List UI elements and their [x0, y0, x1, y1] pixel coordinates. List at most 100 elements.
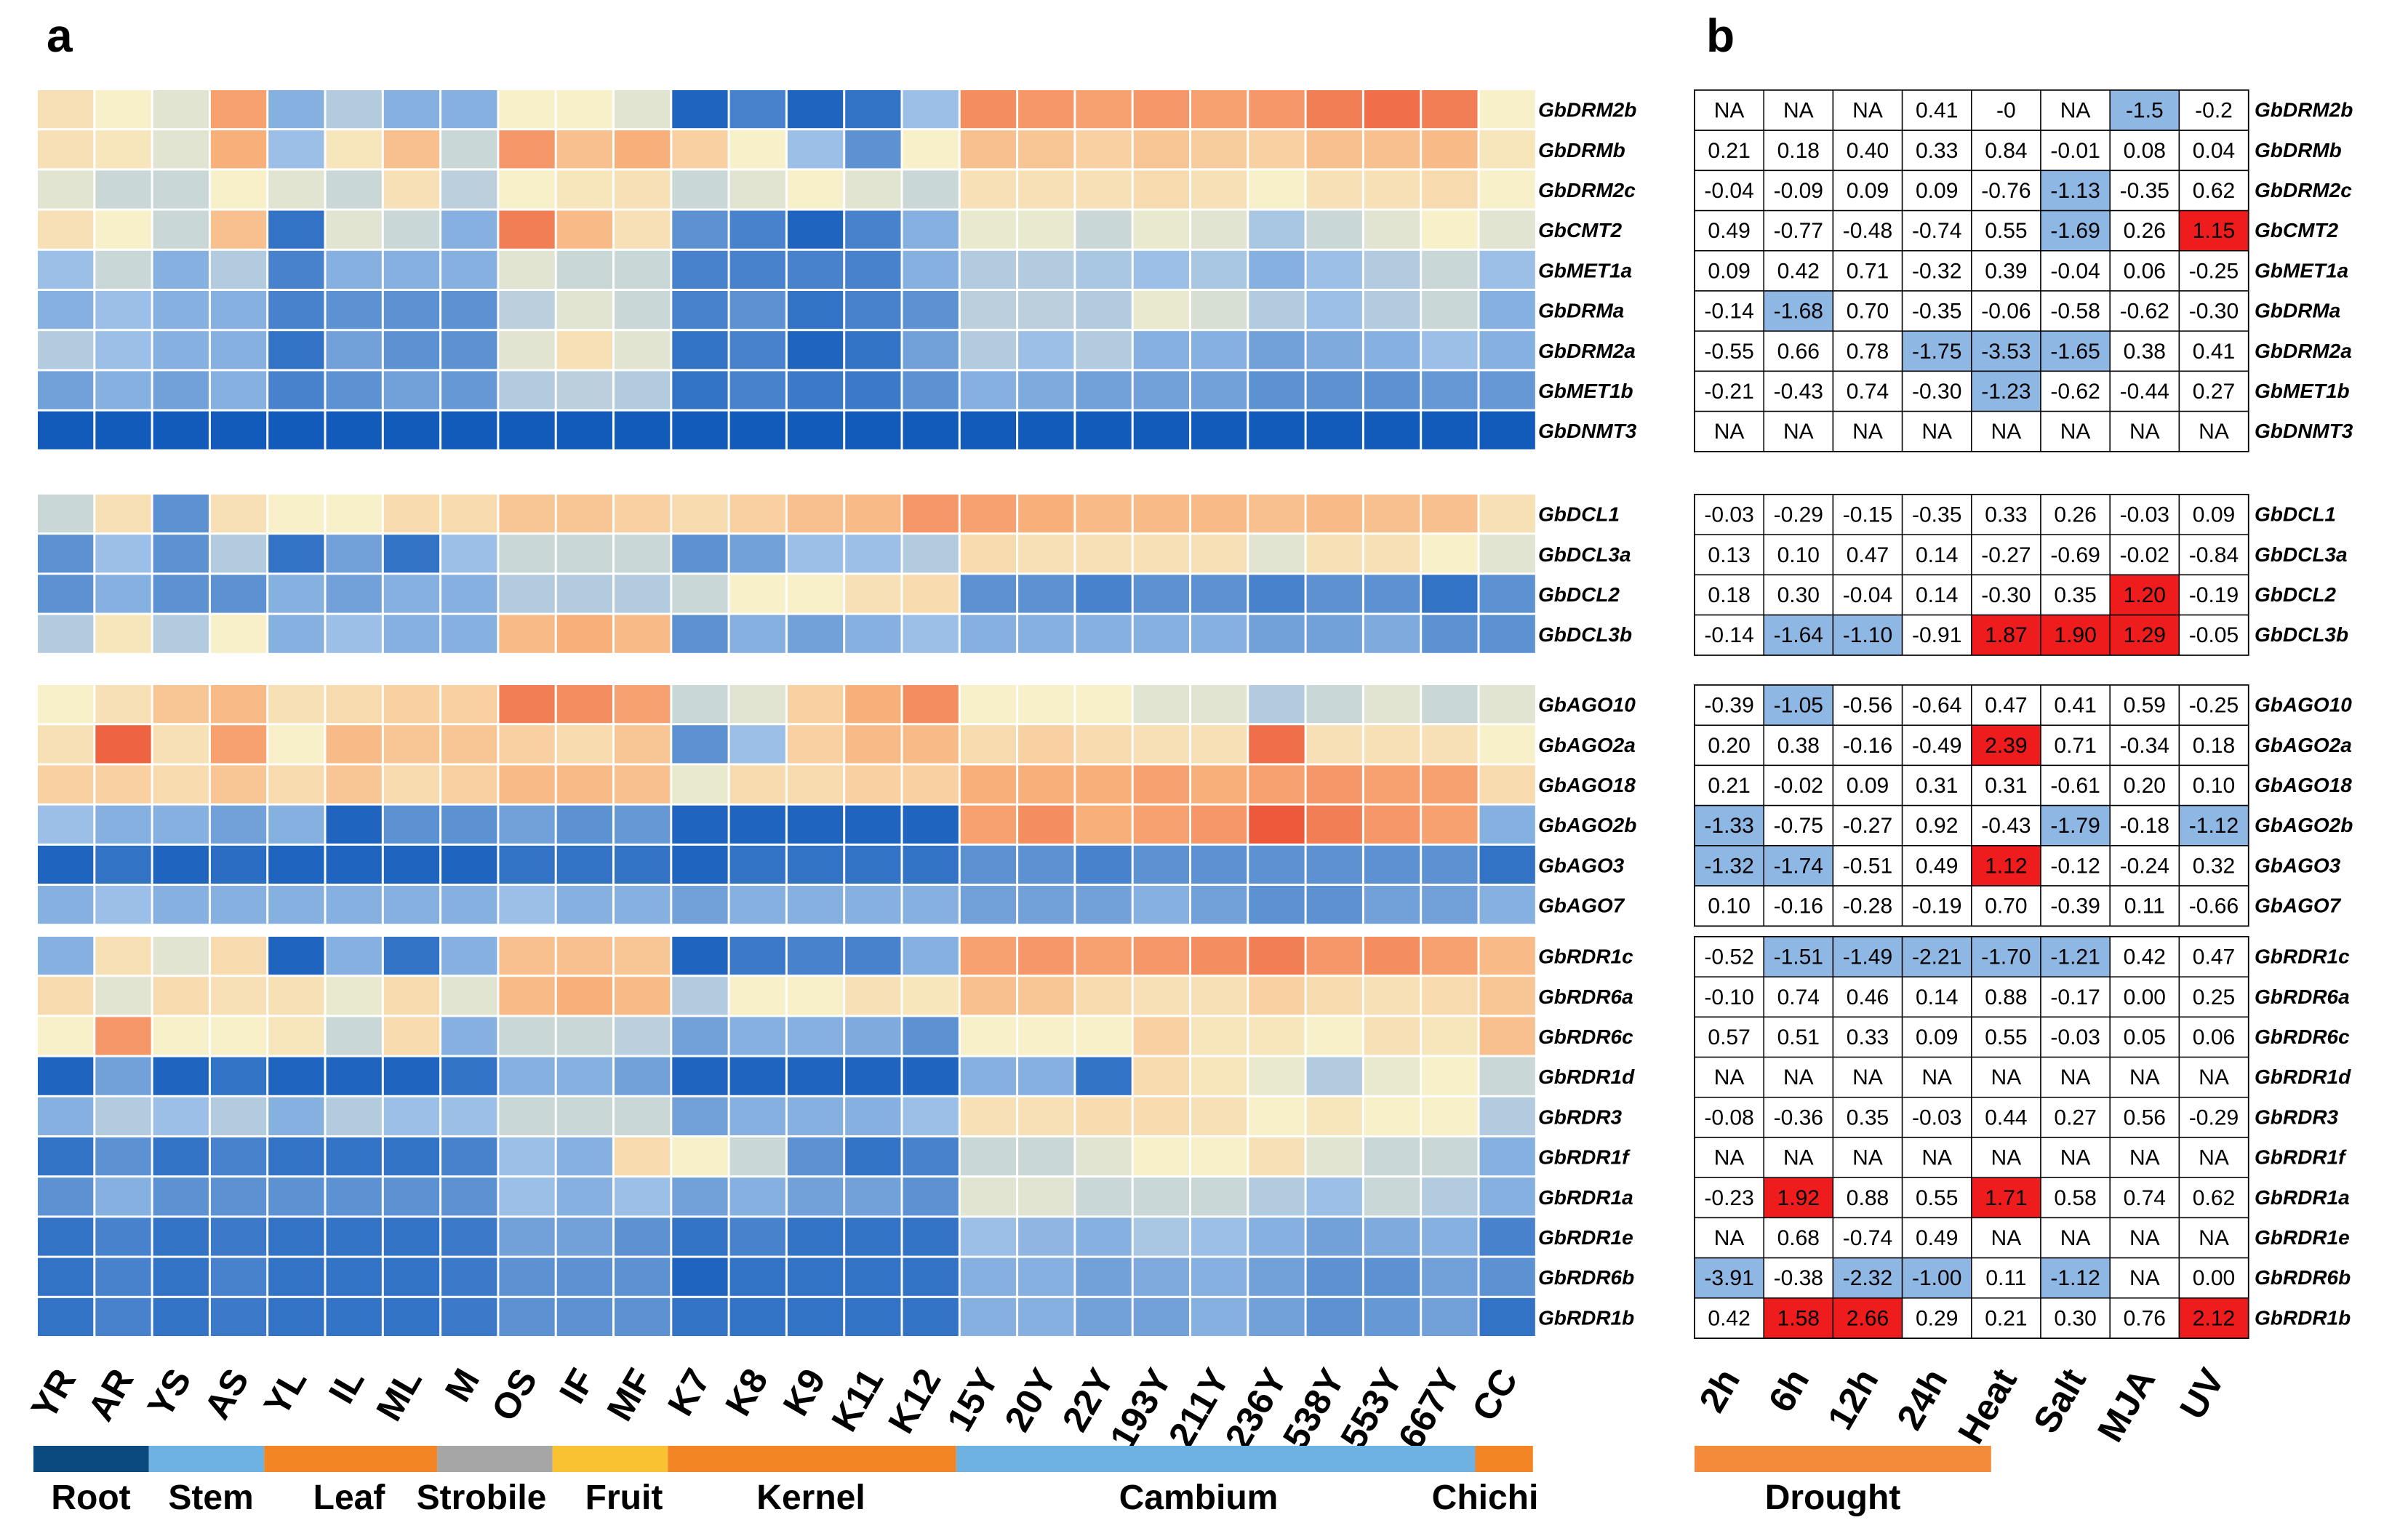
gene-label: GbDRM2c — [1538, 179, 1636, 201]
table-cell-value: 0.41 — [2193, 340, 2235, 364]
heatmap-cell — [845, 977, 901, 1015]
heatmap-cell — [845, 210, 901, 249]
column-label: AR — [80, 1362, 142, 1428]
heatmap-cell — [1479, 535, 1535, 573]
table-cell — [2040, 1297, 2111, 1339]
gene-label: GbAGO10 — [1538, 694, 1636, 716]
gene-label: GbRDR6b — [2255, 1266, 2351, 1289]
heatmap-cell — [441, 805, 497, 844]
heatmap-cell — [787, 1017, 844, 1055]
heatmap-cell — [729, 130, 785, 169]
heatmap-cell — [383, 845, 440, 884]
heatmap-cell — [1249, 170, 1305, 209]
heatmap-cell — [1133, 725, 1189, 764]
table-cell — [2109, 684, 2180, 726]
table-cell-value: -0.27 — [1843, 814, 1892, 838]
table-panel-b: NA NA NA 0.41 -0 NA -1.5 -0.2 GbDRM2b 0.21 0.18 0.4… — [1691, 89, 2353, 1517]
heatmap-cell — [845, 170, 901, 209]
table-cell — [1901, 370, 1972, 412]
table-cell-value: -0.19 — [2189, 583, 2239, 607]
heatmap-cell — [441, 371, 497, 409]
gene-label: GbAGO3 — [2255, 854, 2341, 876]
table-cell-value: -1.32 — [1704, 854, 1753, 878]
heatmap-cell — [38, 845, 94, 884]
heatmap-cell — [1018, 575, 1074, 613]
table-cell-value: 0.74 — [1847, 380, 1889, 404]
heatmap-cell — [499, 291, 555, 329]
table-cell-value: NA — [1991, 1146, 2022, 1170]
heatmap-cell — [960, 130, 1017, 169]
table-cell — [1763, 1016, 1834, 1058]
heatmap-cell — [1249, 535, 1305, 573]
heatmap-cell — [210, 725, 267, 764]
heatmap-cell — [210, 130, 267, 169]
heatmap-cell — [1133, 685, 1189, 724]
heatmap-cell — [383, 937, 440, 975]
heatmap-cell — [729, 615, 785, 653]
heatmap-cell — [383, 90, 440, 129]
gene-label: GbMET1a — [2255, 259, 2348, 281]
gene-label: GbRDR1a — [1538, 1186, 1633, 1209]
heatmap-cell — [903, 411, 959, 449]
gene-label: GbRDR1a — [2255, 1186, 2350, 1209]
table-cell — [1901, 1257, 1972, 1299]
heatmap-cell — [1306, 845, 1362, 884]
heatmap-cell — [1422, 170, 1478, 209]
heatmap-cell — [383, 1177, 440, 1216]
table-cell — [1694, 1217, 1764, 1259]
table-cell-value: -1.33 — [1704, 814, 1753, 838]
tissue-bar-segment — [1475, 1446, 1533, 1472]
table-cell-value: -0.29 — [1774, 503, 1823, 527]
heatmap-cell — [903, 331, 959, 369]
heatmap-cell — [153, 411, 209, 449]
gene-label: GbAGO2a — [2255, 734, 2352, 756]
drought-bar — [1695, 1446, 1991, 1472]
heatmap-cell — [1076, 845, 1132, 884]
heatmap-cell — [499, 1297, 555, 1336]
heatmap-cell — [1364, 615, 1420, 653]
heatmap-cell — [499, 495, 555, 533]
table-cell-value: -0.36 — [1774, 1105, 1823, 1129]
heatmap-cell — [556, 725, 612, 764]
table-cell-value: NA — [2199, 1065, 2229, 1089]
table-cell — [1901, 410, 1972, 452]
column-label: IL — [321, 1362, 372, 1410]
heatmap-cell — [268, 1177, 324, 1216]
table-cell — [1694, 494, 1764, 535]
table-cell-value: NA — [1921, 420, 1952, 444]
table-cell-value: 0.39 — [1985, 259, 2027, 283]
table-cell-value: NA — [1783, 1065, 1814, 1089]
table-cell-value: -0.56 — [1843, 694, 1892, 718]
table-cell-value: -0.21 — [1704, 380, 1753, 404]
table-cell — [2109, 1056, 2180, 1098]
heatmap-cell — [903, 845, 959, 884]
heatmap-cell — [268, 1297, 324, 1336]
heatmap-cell — [210, 937, 267, 975]
heatmap-cell — [1191, 1097, 1247, 1135]
heatmap-cell — [1133, 937, 1189, 975]
heatmap-cell — [95, 1057, 151, 1095]
heatmap-cell — [1422, 1257, 1478, 1296]
column-label: 20Y — [996, 1362, 1064, 1439]
heatmap-cell — [1249, 685, 1305, 724]
table-cell — [1694, 1297, 1764, 1339]
table-cell-value: 0.88 — [1847, 1186, 1889, 1210]
table-cell-value: -0.14 — [1704, 623, 1753, 647]
heatmap-cell — [1018, 411, 1074, 449]
tissue-group-label: Chichi — [1432, 1479, 1539, 1517]
heatmap-cell — [615, 535, 671, 573]
table-cell — [1971, 614, 2041, 656]
heatmap-cell — [903, 495, 959, 533]
heatmap-cell — [1422, 1297, 1478, 1336]
heatmap-cell — [38, 210, 94, 249]
table-cell — [1694, 845, 1764, 887]
heatmap-cell — [1306, 130, 1362, 169]
heatmap-cell — [1422, 1057, 1478, 1095]
table-cell — [1971, 1177, 2041, 1219]
heatmap-cell — [1133, 1177, 1189, 1216]
gene-label: GbAGO18 — [1538, 774, 1636, 796]
table-cell — [1694, 370, 1764, 412]
heatmap-cell — [556, 845, 612, 884]
table-cell-value: 0.11 — [1985, 1266, 2026, 1290]
heatmap-cell — [960, 411, 1017, 449]
